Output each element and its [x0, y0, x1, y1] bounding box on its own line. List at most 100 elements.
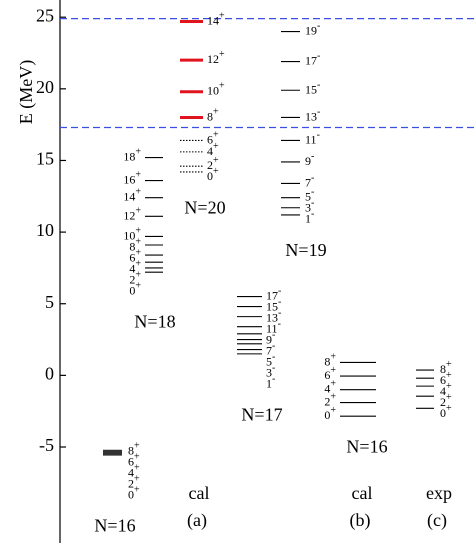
parity: +: [330, 365, 336, 376]
level-label: 4+: [440, 381, 452, 397]
parity: -: [311, 187, 314, 198]
parity: +: [213, 130, 219, 141]
spin: 0: [207, 169, 213, 183]
group-name: N=16: [346, 436, 387, 456]
parity: +: [213, 107, 219, 118]
spin: 6: [128, 454, 134, 468]
spin: 17: [266, 288, 278, 302]
level-label: 13-: [266, 308, 281, 324]
y-tick-label: 15: [36, 149, 54, 169]
parity: +: [219, 11, 225, 22]
panel-label: (c): [427, 510, 447, 531]
parity: -: [311, 198, 314, 209]
parity: -: [317, 107, 320, 118]
spin: 17: [305, 53, 317, 67]
spin: 2: [128, 476, 134, 490]
level-label: 17-: [266, 286, 281, 302]
parity: +: [330, 392, 336, 403]
spin: 7: [305, 175, 311, 189]
level-label: 2+: [324, 392, 336, 408]
level-label: 17-: [305, 51, 320, 67]
parity: -: [311, 151, 314, 162]
level-label: 13-: [305, 107, 320, 123]
spin: 3: [305, 200, 311, 214]
level-label: 19-: [305, 21, 320, 37]
parity: -: [278, 308, 281, 319]
level-label: 10+: [123, 226, 141, 242]
group-name: N=18: [134, 312, 175, 332]
parity: -: [317, 80, 320, 91]
level-label: 6+: [207, 130, 219, 146]
level-label: 14+: [207, 11, 225, 27]
spin: 4: [129, 261, 135, 275]
spin: 15: [266, 299, 278, 313]
spin: 8: [129, 239, 135, 253]
parity: -: [311, 209, 314, 220]
spin: 13: [266, 310, 278, 324]
parity: +: [330, 352, 336, 363]
spin: 4: [324, 381, 330, 395]
spin: 9: [305, 154, 311, 168]
level-label: 4+: [128, 463, 140, 479]
group-name: N=19: [285, 240, 326, 260]
spin: 12: [207, 52, 219, 66]
footer-label: cal: [189, 483, 210, 503]
spin: 4: [440, 384, 446, 398]
spin: 0: [440, 406, 446, 420]
spin: 16: [123, 172, 135, 186]
spin: 10: [207, 83, 219, 97]
level-label: 14+: [123, 187, 141, 203]
spin: 6: [440, 373, 446, 387]
parity: +: [134, 463, 140, 474]
level-label: 10+: [207, 81, 225, 97]
spin: 15: [305, 82, 317, 96]
y-tick-label: -5: [39, 435, 54, 455]
spin: 13: [305, 109, 317, 123]
level-label: 8+: [129, 237, 141, 253]
level-label: 2+: [128, 474, 140, 490]
level-label: 5-: [266, 352, 275, 368]
level-label: 9-: [266, 330, 275, 346]
level-label: 15-: [266, 297, 281, 313]
level-label: 4+: [207, 141, 219, 157]
level-label: 6+: [129, 248, 141, 264]
spin: 1: [305, 211, 311, 225]
panel-label: (b): [350, 510, 371, 531]
level-label: 8+: [440, 359, 452, 375]
level-label: 11-: [266, 319, 281, 335]
level-label: 16+: [123, 170, 141, 186]
level-label: 15-: [305, 80, 320, 96]
parity: -: [278, 286, 281, 297]
spin: 12: [123, 208, 135, 222]
spin: 2: [207, 158, 213, 172]
spin: 11: [305, 132, 317, 146]
y-tick-label: 0: [45, 363, 54, 383]
parity: +: [135, 206, 141, 217]
parity: -: [278, 319, 281, 330]
level-label: 8+: [207, 107, 219, 123]
parity: +: [135, 226, 141, 237]
spin: 5: [305, 189, 311, 203]
spin: 0: [129, 283, 135, 297]
level-label: 7-: [305, 173, 314, 189]
level-label: 12+: [123, 206, 141, 222]
spin: 8: [128, 443, 134, 457]
spin: 18: [123, 149, 135, 163]
level-label: 4+: [324, 379, 336, 395]
level-label: 0+: [440, 403, 452, 419]
spin: 6: [207, 132, 213, 146]
level-label: 12+: [207, 49, 225, 65]
parity: +: [219, 49, 225, 60]
level-label: 11-: [305, 130, 320, 146]
parity: +: [446, 370, 452, 381]
level-label: 2+: [440, 392, 452, 408]
parity: -: [272, 374, 275, 385]
spin: 8: [207, 109, 213, 123]
level-label: 9-: [305, 151, 314, 167]
parity: -: [272, 363, 275, 374]
parity: +: [213, 141, 219, 152]
group-name: N=20: [184, 197, 225, 217]
spin: 7: [266, 343, 272, 357]
level-label: 3-: [266, 363, 275, 379]
